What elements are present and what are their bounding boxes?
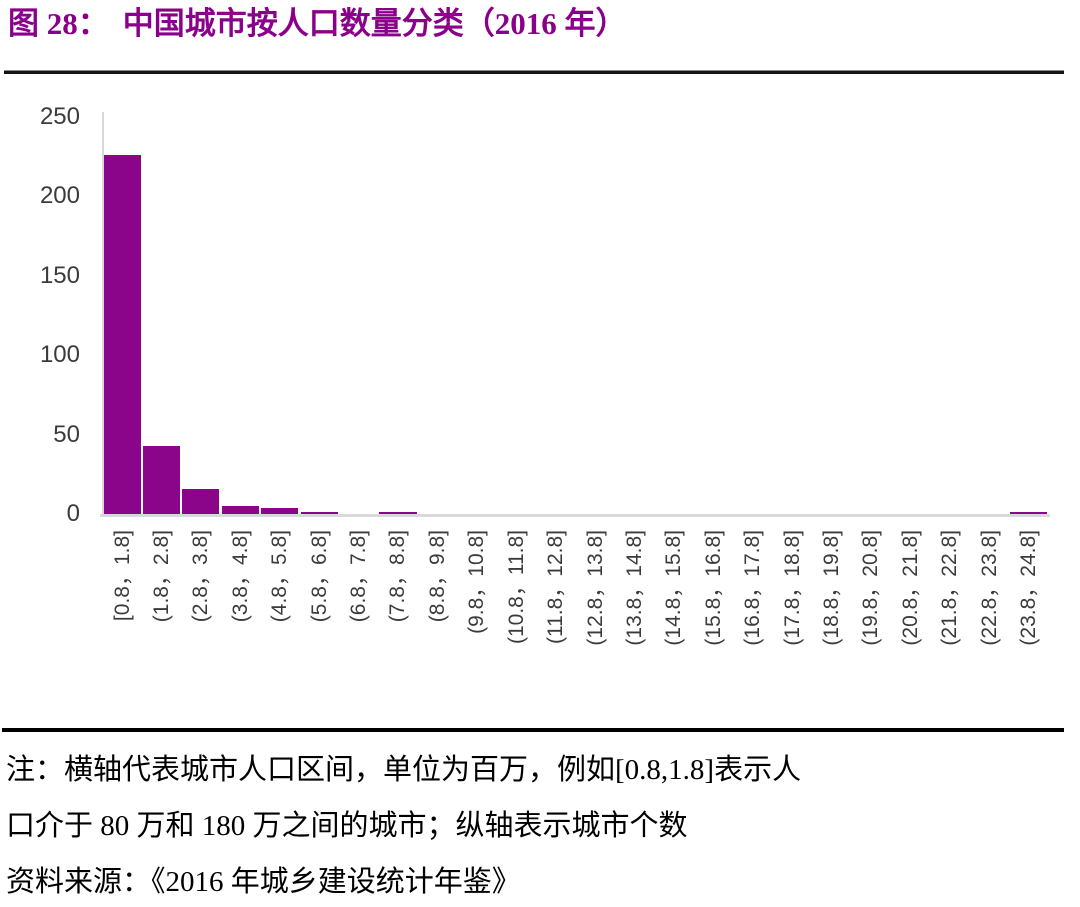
x-axis-tick-label: [0.8，1.8]	[110, 530, 134, 622]
figure-title: 图 28： 中国城市按人口数量分类（2016 年）	[8, 4, 1068, 44]
bar	[182, 488, 220, 514]
bar	[261, 507, 299, 514]
y-axis-tick-label: 150	[39, 261, 80, 289]
x-axis-tick-label: (6.8，7.8]	[347, 530, 371, 623]
note: 注：横轴代表城市人口区间，单位为百万，例如[0.8,1.8]表示人 口介于 80…	[6, 742, 1074, 907]
x-axis-tick-label: (22.8，23.8]	[977, 530, 1001, 646]
x-axis-tick-label: (13.8，14.8]	[622, 530, 646, 646]
x-axis-tick-label: (11.8，12.8]	[544, 530, 568, 645]
y-axis-line	[102, 112, 104, 514]
x-axis-tick-label: (9.8，10.8]	[465, 530, 489, 634]
y-axis-tick-label: 0	[66, 500, 80, 527]
x-axis-tick-label: (21.8，22.8]	[938, 530, 962, 646]
note-line-1: 注：横轴代表城市人口区间，单位为百万，例如[0.8,1.8]表示人	[6, 754, 802, 786]
x-axis-tick-label: (5.8，6.8]	[307, 530, 331, 623]
note-line-3: 资料来源：《2016 年城乡建设统计年鉴》	[6, 866, 521, 898]
bar	[103, 155, 141, 514]
x-axis-tick-label: (1.8，2.8]	[149, 530, 173, 623]
x-axis-tick-label: (23.8，24.8]	[1017, 530, 1041, 646]
figure-title-text: 中国城市按人口数量分类（2016 年）	[122, 6, 627, 41]
x-axis-tick-label: (20.8，21.8]	[898, 530, 922, 646]
title-separator-line	[4, 70, 1064, 74]
x-axis-tick-label: (2.8，3.8]	[189, 530, 213, 623]
y-axis-tick-label: 50	[53, 420, 80, 448]
bar	[221, 506, 259, 514]
x-axis-tick-label: (17.8，18.8]	[780, 530, 804, 646]
x-axis-tick-label: (7.8，8.8]	[386, 530, 410, 623]
note-line-2: 口介于 80 万和 180 万之间的城市；纵轴表示城市个数	[6, 810, 688, 842]
bar	[379, 512, 417, 514]
x-axis-tick-label: (18.8，19.8]	[820, 530, 844, 646]
bar	[300, 512, 338, 514]
figure-number: 图 28：	[8, 6, 109, 41]
x-axis-tick-label: (12.8，13.8]	[583, 530, 607, 646]
x-axis-tick-label: (16.8，17.8]	[741, 530, 765, 646]
x-axis-tick-label: (4.8，5.8]	[268, 530, 292, 623]
x-axis-tick-label: (19.8，20.8]	[859, 530, 883, 646]
x-axis-line	[100, 514, 1050, 517]
y-axis-tick-label: 100	[39, 341, 80, 369]
note-separator-line	[2, 728, 1064, 732]
bar	[1010, 512, 1048, 514]
bar	[142, 445, 181, 514]
plot-area	[102, 117, 1048, 514]
x-axis-tick-label: (8.8，9.8]	[425, 530, 449, 623]
bar-chart: 0 50 100 150 200 250 [0.8，1.8] (1.8，2.8] (2.8，3…	[0, 90, 1080, 730]
x-axis-tick-label: (15.8，16.8]	[701, 530, 725, 646]
y-axis-tick-label: 250	[39, 103, 80, 130]
x-axis-tick-label: (3.8，4.8]	[228, 530, 252, 623]
x-axis-tick-label: (14.8，15.8]	[662, 530, 686, 646]
x-axis-tick-label: (10.8，11.8]	[504, 530, 528, 645]
y-axis-tick-label: 200	[39, 182, 80, 210]
